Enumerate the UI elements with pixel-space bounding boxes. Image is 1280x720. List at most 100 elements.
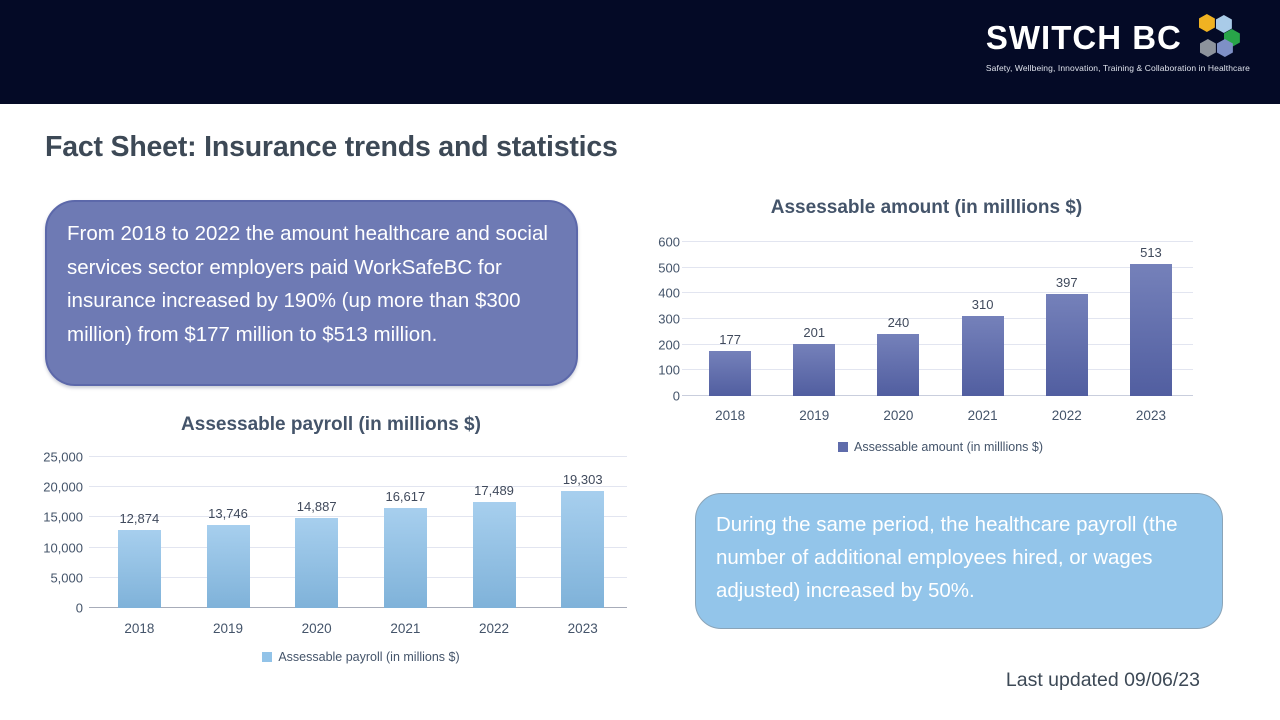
gridline [89,456,627,457]
gridline [682,318,1193,319]
x-tick-label: 2018 [124,621,155,636]
x-tick-label: 2023 [1135,408,1166,423]
amount-y-axis: 0 100 200 300 400 500 600 [658,235,688,404]
bar-column: 513 [1109,242,1193,396]
gridline [682,343,1193,345]
bar-value-label: 201 [803,325,826,341]
x-tick-label: 2019 [799,408,830,423]
gridline [682,369,1193,371]
y-tick-label: 100 [658,362,680,378]
bar-value-label: 16,617 [385,488,426,504]
logo-wordmark: SWITCH BC [985,18,1182,56]
bar [709,350,752,396]
y-tick-label: 10,000 [43,540,83,556]
insurance-callout: From 2018 to 2022 the amount healthcare … [45,200,578,386]
bar-column: 240 [856,242,940,396]
bar [793,344,836,396]
gridline [682,241,1193,242]
gridline [89,546,627,548]
bar-series: 177 201 240 310 397 513 [688,242,1193,396]
payroll-x-axis: 2018 2019 2020 2021 2022 2023 [95,621,627,636]
y-tick-label: 300 [658,311,680,327]
bar-value-label: 397 [1055,275,1078,291]
amount-x-axis: 2018 2019 2020 2021 2022 2023 [688,408,1193,423]
bar-series: 12,874 13,746 14,887 16,617 17,489 19,303 [95,457,627,608]
y-tick-label: 400 [658,285,680,301]
amount-legend-label: Assessable amount (in milllions $) [854,440,1043,454]
yellow-hexagon-icon [1198,14,1215,32]
x-tick-label: 2020 [883,408,914,423]
bar-value-label: 310 [971,297,994,313]
amount-legend: Assessable amount (in milllions $) [688,440,1193,454]
y-tick-label: 0 [75,600,83,616]
blue-hexagon-icon [1216,39,1233,57]
bar [117,530,161,608]
amount-chart-title: Assessable amount (in milllions $) [770,197,1083,218]
bar-value-label: 177 [719,331,741,347]
y-tick-label: 5,000 [50,570,83,586]
assessable-payroll-chart: Assessable payroll (in millions $) 0 5,00… [35,403,627,664]
bar-column: 16,617 [361,457,450,608]
payroll-chart-title: Assessable payroll (in millions $) [181,414,481,435]
bar [877,334,920,396]
y-tick-label: 20,000 [43,479,83,495]
bar [295,518,339,608]
payroll-plot-area: 12,874 13,746 14,887 16,617 17,489 19,303 [89,456,627,608]
bar [206,524,250,608]
x-tick-label: 2020 [301,621,332,636]
x-tick-label: 2019 [212,621,244,636]
x-tick-label: 2023 [567,621,598,636]
gridline [682,292,1193,294]
light-blue-hexagon-icon [1215,15,1232,33]
y-tick-label: 0 [672,388,680,404]
bar-value-label: 17,489 [474,483,514,499]
bar-column: 19,303 [538,457,627,608]
bar-value-label: 240 [887,315,910,331]
gridline [682,395,1193,396]
payroll-callout: During the same period, the healthcare p… [695,493,1223,629]
x-tick-label: 2022 [1051,408,1082,423]
gridline [89,607,627,608]
payroll-legend-label: Assessable payroll (in millions $) [278,650,460,664]
gridline [89,486,627,488]
bar [561,491,605,608]
bar-column: 310 [941,242,1025,396]
logo-hexagon-cluster [1192,14,1242,60]
y-tick-label: 15,000 [43,509,83,525]
last-updated-label: Last updated 09/06/23 [1005,669,1200,691]
payroll-legend-swatch-icon [262,652,273,662]
gridline [89,516,627,518]
gridline [89,576,627,578]
bar-value-label: 513 [1140,245,1162,261]
page-title: Fact Sheet: Insurance trends and statist… [45,131,618,163]
bar [472,502,516,608]
y-tick-label: 200 [658,337,680,353]
assessable-amount-chart: Assessable amount (in milllions $) 0 100 2… [658,188,1193,454]
bar-column: 13,746 [184,457,273,608]
amount-legend-swatch-icon [838,442,849,452]
bar [383,507,427,608]
bar [961,316,1004,396]
y-tick-label: 25,000 [43,449,83,465]
logo-tagline: Safety, Wellbeing, Innovation, Training … [985,63,1250,73]
bar-column: 17,489 [450,457,539,608]
y-tick-label: 500 [658,260,680,276]
gridline [682,266,1193,268]
gray-hexagon-icon [1199,39,1216,57]
header-bar: SWITCH BC Safety, Wellbeing, Innovation,… [0,0,1280,104]
x-tick-label: 2022 [479,621,510,636]
x-tick-label: 2021 [967,408,998,423]
bar-value-label: 14,887 [296,499,337,515]
bar-column: 177 [688,242,772,396]
payroll-legend: Assessable payroll (in millions $) [95,650,627,664]
x-tick-label: 2018 [715,408,746,423]
bar-column: 201 [772,242,856,396]
payroll-y-axis: 0 5,000 10,000 15,000 20,000 25,000 [35,450,95,616]
amount-plot-area: 177 201 240 310 397 513 [682,241,1193,396]
x-tick-label: 2021 [390,621,421,636]
switch-bc-logo: SWITCH BC Safety, Wellbeing, Innovation,… [986,14,1250,73]
bar-column: 397 [1025,242,1109,396]
bar-value-label: 13,746 [208,505,248,521]
bar [1129,264,1172,396]
